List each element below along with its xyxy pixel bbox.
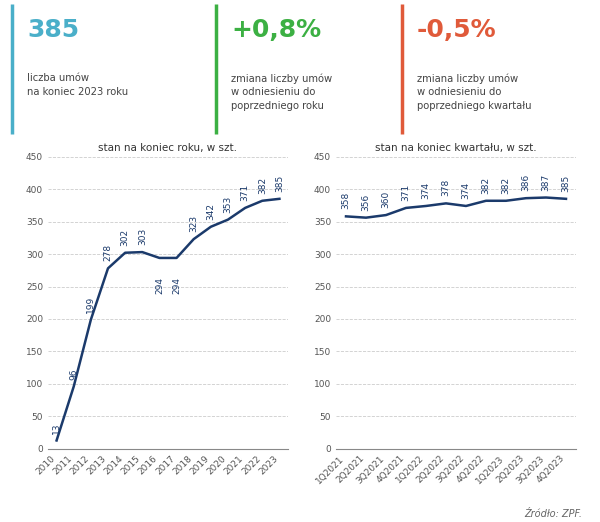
Text: 378: 378 <box>442 179 451 196</box>
Text: 382: 382 <box>502 177 511 194</box>
Text: 294: 294 <box>155 277 164 294</box>
Text: -0,5%: -0,5% <box>417 18 497 42</box>
Text: 385: 385 <box>562 175 571 192</box>
Text: 96: 96 <box>69 368 78 379</box>
Text: 374: 374 <box>421 182 431 199</box>
Text: 294: 294 <box>172 277 181 294</box>
Title: stan na koniec roku, w szt.: stan na koniec roku, w szt. <box>98 143 238 153</box>
Text: 358: 358 <box>341 192 350 209</box>
Text: 353: 353 <box>223 195 233 212</box>
Text: 374: 374 <box>461 182 470 199</box>
Text: 323: 323 <box>189 215 198 232</box>
Text: 278: 278 <box>104 244 113 262</box>
Text: 385: 385 <box>27 18 79 42</box>
Text: 371: 371 <box>401 184 410 201</box>
Text: 356: 356 <box>362 194 371 211</box>
Text: zmiana liczby umów
w odniesieniu do
poprzedniego kwartału: zmiana liczby umów w odniesieniu do popr… <box>417 73 532 111</box>
Text: +0,8%: +0,8% <box>231 18 321 42</box>
Title: stan na koniec kwartału, w szt.: stan na koniec kwartału, w szt. <box>375 143 537 153</box>
Text: 387: 387 <box>542 173 551 191</box>
Text: 371: 371 <box>241 184 250 201</box>
Text: 303: 303 <box>138 228 147 245</box>
Text: 385: 385 <box>275 175 284 192</box>
Text: 386: 386 <box>521 174 530 191</box>
Text: 13: 13 <box>52 422 61 434</box>
Text: 199: 199 <box>86 295 95 313</box>
Text: 382: 382 <box>482 177 491 194</box>
Text: 360: 360 <box>382 191 391 208</box>
Text: 342: 342 <box>206 203 215 220</box>
Text: 382: 382 <box>258 177 267 194</box>
Text: 302: 302 <box>121 229 130 246</box>
Text: liczba umów
na koniec 2023 roku: liczba umów na koniec 2023 roku <box>27 73 128 97</box>
Text: zmiana liczby umów
w odniesieniu do
poprzedniego roku: zmiana liczby umów w odniesieniu do popr… <box>231 73 332 111</box>
Text: Źródło: ZPF.: Źródło: ZPF. <box>524 509 582 519</box>
